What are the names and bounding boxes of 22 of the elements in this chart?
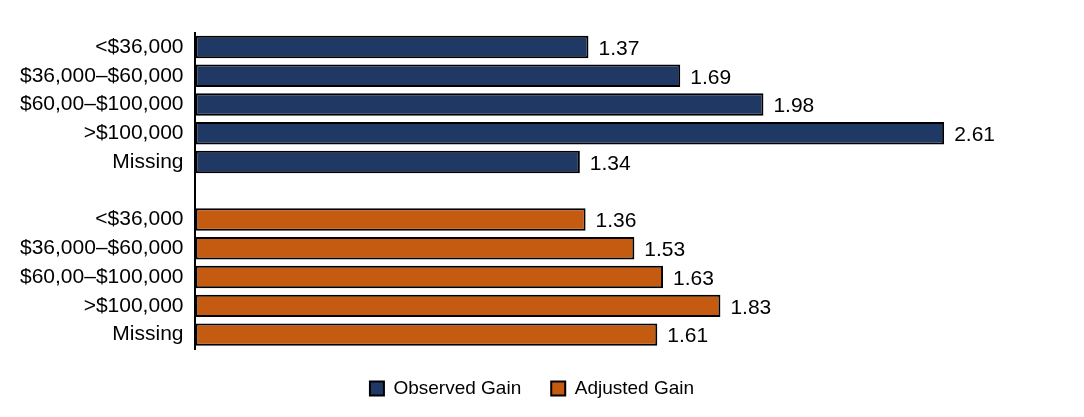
data-label: 1.37 — [598, 35, 640, 59]
y-tick-label: $36,000–$60,000 — [20, 62, 184, 86]
y-tick-label: $60,00–$100,000 — [20, 263, 184, 287]
data-label: 1.36 — [595, 208, 637, 232]
data-label: 1.63 — [673, 265, 714, 289]
y-tick-label: >$100,000 — [83, 120, 184, 144]
data-label: 2.61 — [954, 122, 996, 146]
y-tick-label: <$36,000 — [95, 206, 184, 230]
y-tick-label: $60,00–$100,000 — [20, 91, 184, 115]
data-label: 1.53 — [644, 237, 686, 261]
y-tick-label: <$36,000 — [95, 33, 184, 57]
y-tick-label: Missing — [112, 321, 184, 345]
y-tick-label: $36,000–$60,000 — [20, 235, 184, 259]
data-label: 1.61 — [667, 323, 709, 347]
y-tick-label: Missing — [112, 148, 184, 172]
data-label: 1.34 — [589, 150, 632, 174]
legend-label: Adjusted Gain — [574, 376, 695, 398]
data-label: 1.69 — [690, 64, 732, 88]
y-tick-label: >$100,000 — [83, 292, 184, 316]
data-label: 1.98 — [773, 93, 815, 117]
legend-label: Observed Gain — [393, 376, 522, 398]
data-label: 1.83 — [730, 294, 772, 318]
